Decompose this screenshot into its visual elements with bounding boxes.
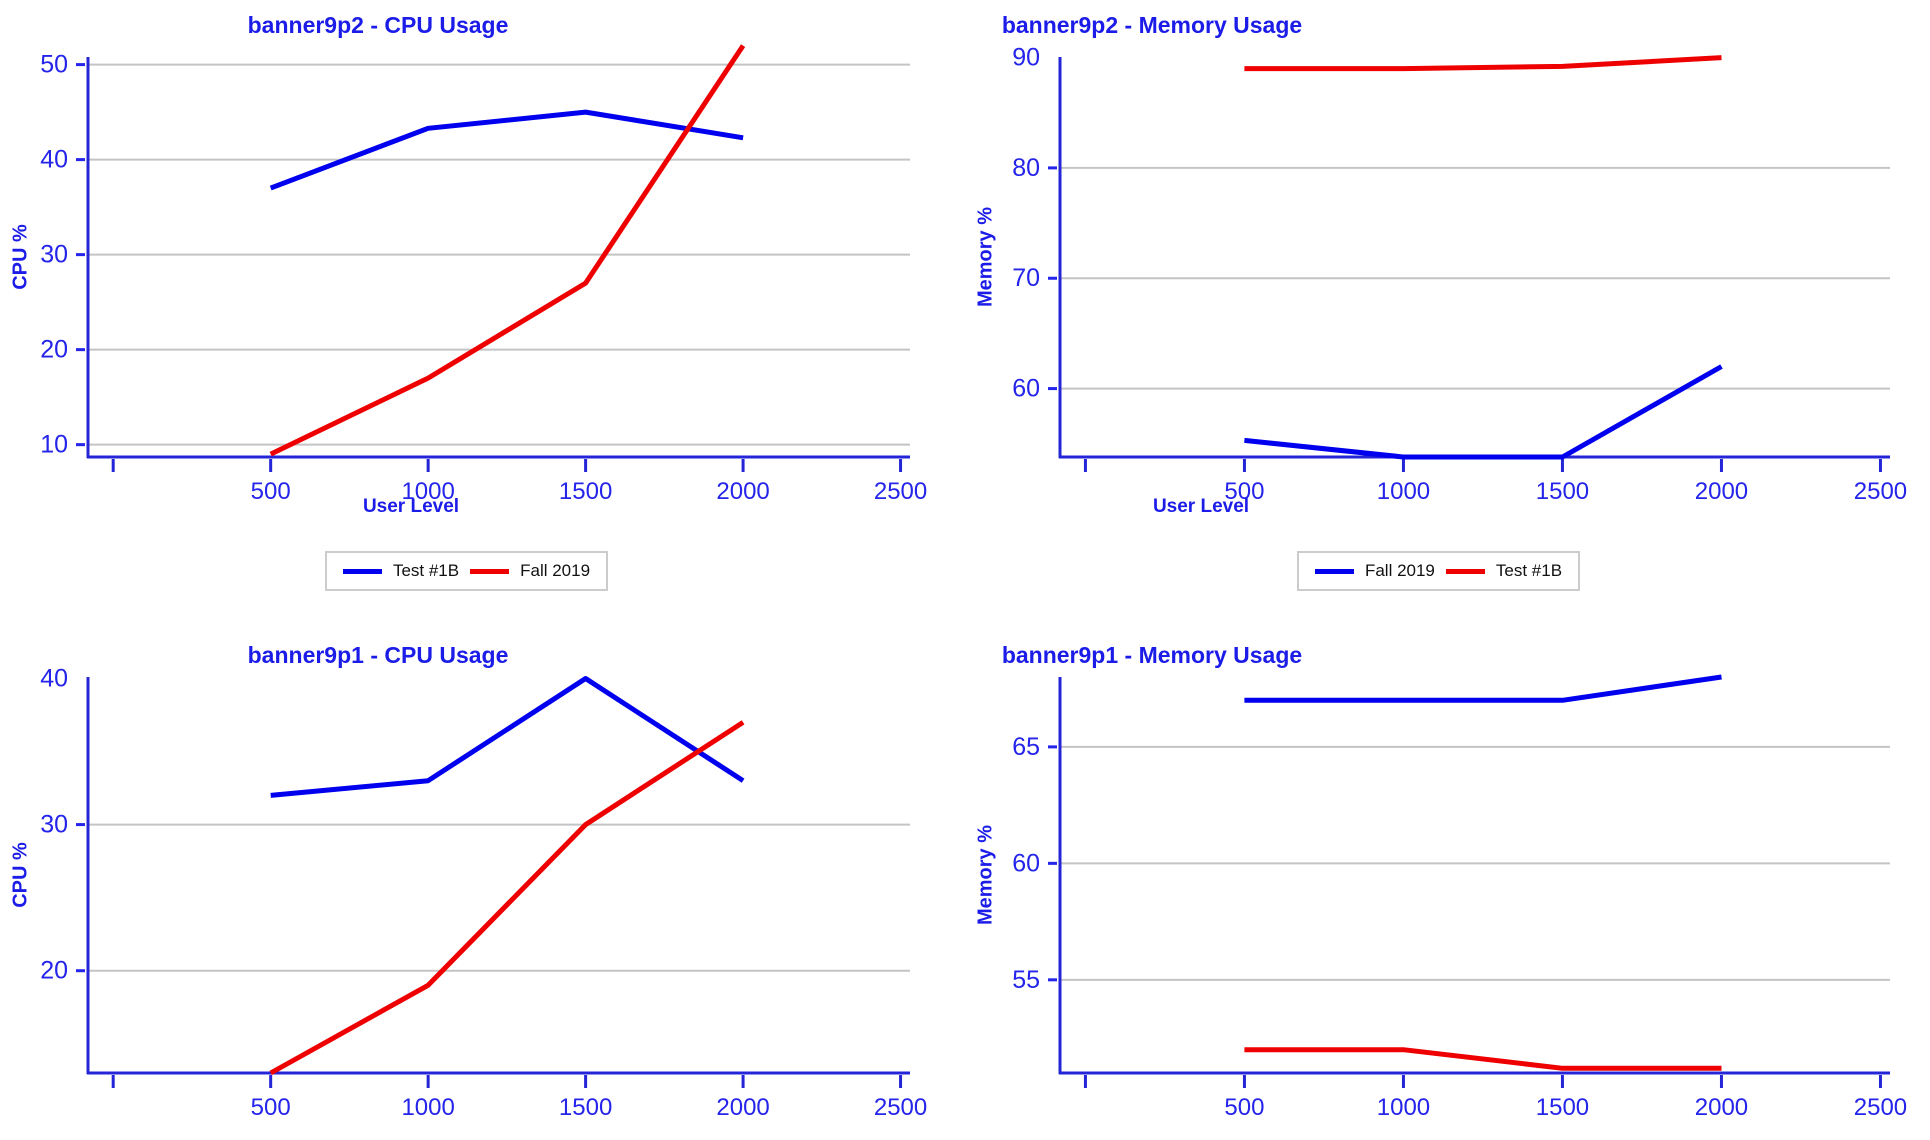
chart-panel-banner9p2-cpu: banner9p2 - CPU Usage CPU % 10 20 30 40 50 50… [0, 0, 965, 591]
y-tick-label: 70 [1012, 264, 1040, 292]
x-tick-label: 500 [251, 1094, 291, 1121]
plot-area: 60 70 80 90 500 1000 1500 2000 2500 [1012, 44, 1907, 505]
x-tick-label: 1500 [1536, 1094, 1589, 1121]
series-line-Fall 2019 [1244, 364, 1723, 460]
x-tick-label: 1000 [1377, 1094, 1430, 1121]
legend: Test #1B Fall 2019 [325, 551, 608, 591]
series-line-Fall 2019 [269, 44, 746, 457]
chart-panel-banner9p1-cpu: banner9p1 - CPU Usage CPU % 20 30 40 500 100… [0, 570, 965, 1140]
legend-swatch-red [1445, 568, 1485, 574]
series-line-Test #1B [1244, 55, 1722, 72]
y-tick-label: 90 [1012, 44, 1040, 72]
y-tick-label: 80 [1012, 154, 1040, 182]
x-tick-label: 1500 [1536, 478, 1589, 505]
y-tick-label: 55 [1012, 966, 1040, 994]
y-tick-label: 50 [40, 51, 68, 79]
y-tick-label: 60 [1012, 849, 1040, 877]
y-tick-label: 30 [40, 811, 68, 839]
x-tick-label: 2000 [1695, 1094, 1748, 1121]
chart-title: banner9p2 - CPU Usage [247, 12, 509, 38]
legend-label: Test #1B [392, 561, 460, 580]
x-tick-label: 1000 [401, 478, 454, 505]
x-tick-label: 500 [1224, 478, 1264, 505]
x-tick-label: 1500 [559, 478, 612, 505]
series-line-Test #1B [269, 109, 744, 191]
x-tick-label: 2500 [1854, 478, 1907, 505]
y-tick-label: 10 [40, 431, 68, 459]
legend-swatch-red [470, 568, 510, 574]
series-line-0 [270, 676, 745, 798]
series-line-1 [269, 720, 745, 1076]
chart-title: banner9p2 - Memory Usage [1001, 12, 1303, 38]
legend-label: Test #1B [1495, 561, 1563, 580]
series-line-1 [1244, 1047, 1722, 1071]
x-tick-label: 2500 [874, 478, 927, 505]
x-axis-label: User Level [1152, 496, 1250, 517]
y-tick-label: 20 [40, 957, 68, 985]
chart-panel-banner9p2-memory: banner9p2 - Memory Usage Memory % 60 70 80… [965, 0, 1930, 591]
y-tick-label: 20 [40, 336, 68, 364]
y-tick-label: 60 [1012, 375, 1040, 403]
chart-panel-banner9p1-memory: banner9p1 - Memory Usage Memory % 55 60 65… [965, 570, 1930, 1140]
x-tick-label: 2000 [716, 478, 769, 505]
y-tick-label: 65 [1012, 733, 1040, 761]
y-tick-label: 40 [40, 664, 68, 692]
x-tick-label: 2500 [874, 1094, 927, 1121]
plot-area: 20 30 40 500 1000 1500 2000 2500 [40, 664, 927, 1121]
chart-title: banner9p1 - CPU Usage [247, 642, 509, 668]
plot-area: 10 20 30 40 50 500 1000 1500 2000 2500 [40, 44, 927, 505]
legend-swatch-blue [342, 568, 382, 574]
x-tick-label: 500 [251, 478, 291, 505]
series-line-0 [1244, 674, 1722, 703]
x-tick-label: 2000 [1695, 478, 1748, 505]
x-axis-label: User Level [362, 496, 460, 517]
chart-title: banner9p1 - Memory Usage [1001, 642, 1303, 668]
x-tick-label: 1000 [401, 1094, 454, 1121]
x-tick-label: 2500 [1854, 1094, 1907, 1121]
plot-area: 55 60 65 500 1000 1500 2000 2500 [1012, 674, 1907, 1121]
y-tick-label: 40 [40, 146, 68, 174]
x-tick-label: 500 [1224, 1094, 1264, 1121]
x-tick-label: 1500 [559, 1094, 612, 1121]
x-tick-label: 1000 [1377, 478, 1430, 505]
legend-label: Fall 2019 [1364, 561, 1435, 580]
legend-label: Fall 2019 [520, 561, 591, 580]
x-tick-label: 2000 [716, 1094, 769, 1121]
legend: Fall 2019 Test #1B [1297, 551, 1580, 591]
y-tick-label: 30 [40, 241, 68, 269]
legend-swatch-blue [1314, 568, 1354, 574]
